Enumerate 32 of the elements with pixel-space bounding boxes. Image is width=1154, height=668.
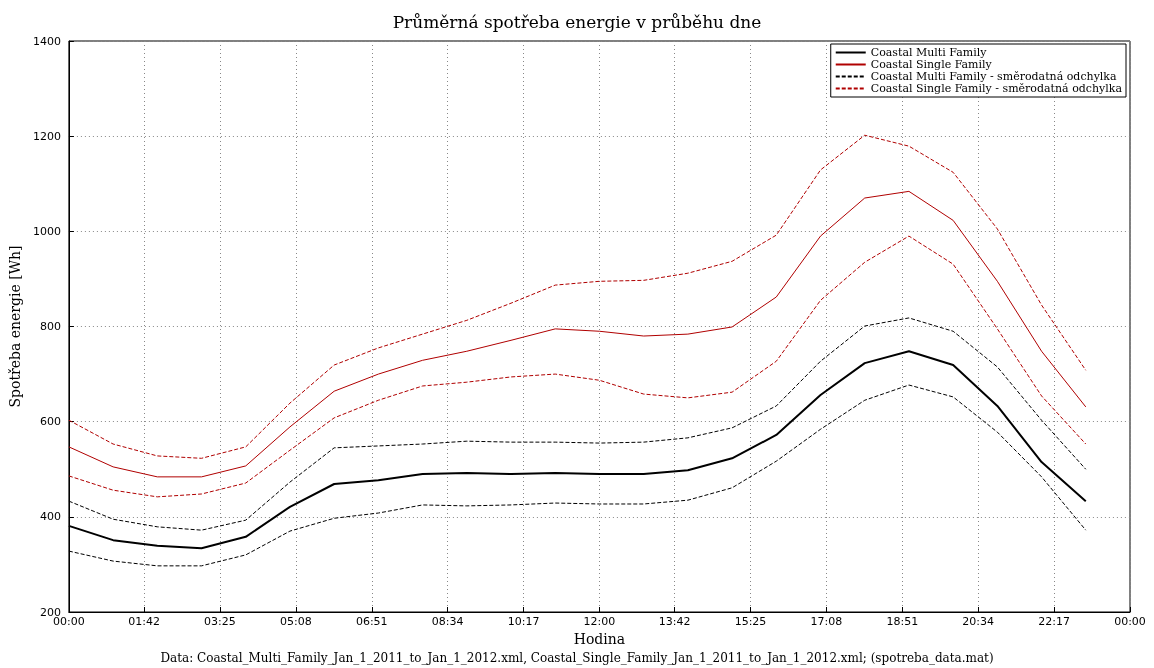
y-axis-title: Spotřeba energie [Wh] — [7, 245, 23, 408]
y-tick-label: 600 — [39, 415, 61, 429]
y-tick-label: 1400 — [32, 34, 61, 48]
x-tick-label: 20:34 — [962, 615, 995, 628]
x-tick-label: 22:17 — [1038, 615, 1070, 628]
y-tick-label: 800 — [39, 320, 61, 333]
x-tick-label: 03:25 — [204, 615, 236, 628]
legend-label: Coastal Multi Family - směrodatná odchylka — [870, 70, 1118, 83]
x-tick-label: 15:25 — [734, 615, 767, 628]
x-tick-label: 05:08 — [280, 615, 312, 628]
legend-label: Coastal Multi Family — [870, 46, 988, 59]
x-tick-label: 18:51 — [886, 615, 919, 628]
x-tick-label: 17:08 — [810, 615, 843, 628]
x-tick-label: 00:00 — [53, 615, 85, 628]
line-series — [68, 235, 1087, 498]
x-tick-label: 01:42 — [128, 615, 160, 628]
x-axis-title: Hodina — [573, 630, 626, 647]
x-tick-label: 06:51 — [355, 615, 388, 628]
x-tick-label: 10:17 — [507, 615, 540, 628]
line-series — [68, 190, 1087, 478]
chart-title: Průměrná spotřeba energie v průběhu dne — [392, 11, 762, 32]
x-tick-label: 12:00 — [583, 615, 616, 628]
y-tick-label: 1000 — [32, 224, 61, 238]
x-tick-label: 00:00 — [1114, 615, 1146, 628]
text: Data: Coastal_Multi_Family_Jan_1_2011_to_Jan_1_2012.xml, Coastal_Single_Family_Jan_1_2011_to_Jan_1_2012.xml; (spotreba_data.mat) — [160, 651, 994, 665]
legend-label: Coastal Single Family - směrodatná odchylka — [870, 82, 1123, 95]
x-tick-label: 08:34 — [431, 615, 464, 628]
x-tick-label: 13:42 — [658, 615, 691, 628]
line-series — [68, 134, 1087, 459]
legend-label: Coastal Single Family — [870, 58, 993, 71]
y-tick-label: 1200 — [32, 129, 61, 143]
y-tick-label: 400 — [39, 510, 61, 524]
